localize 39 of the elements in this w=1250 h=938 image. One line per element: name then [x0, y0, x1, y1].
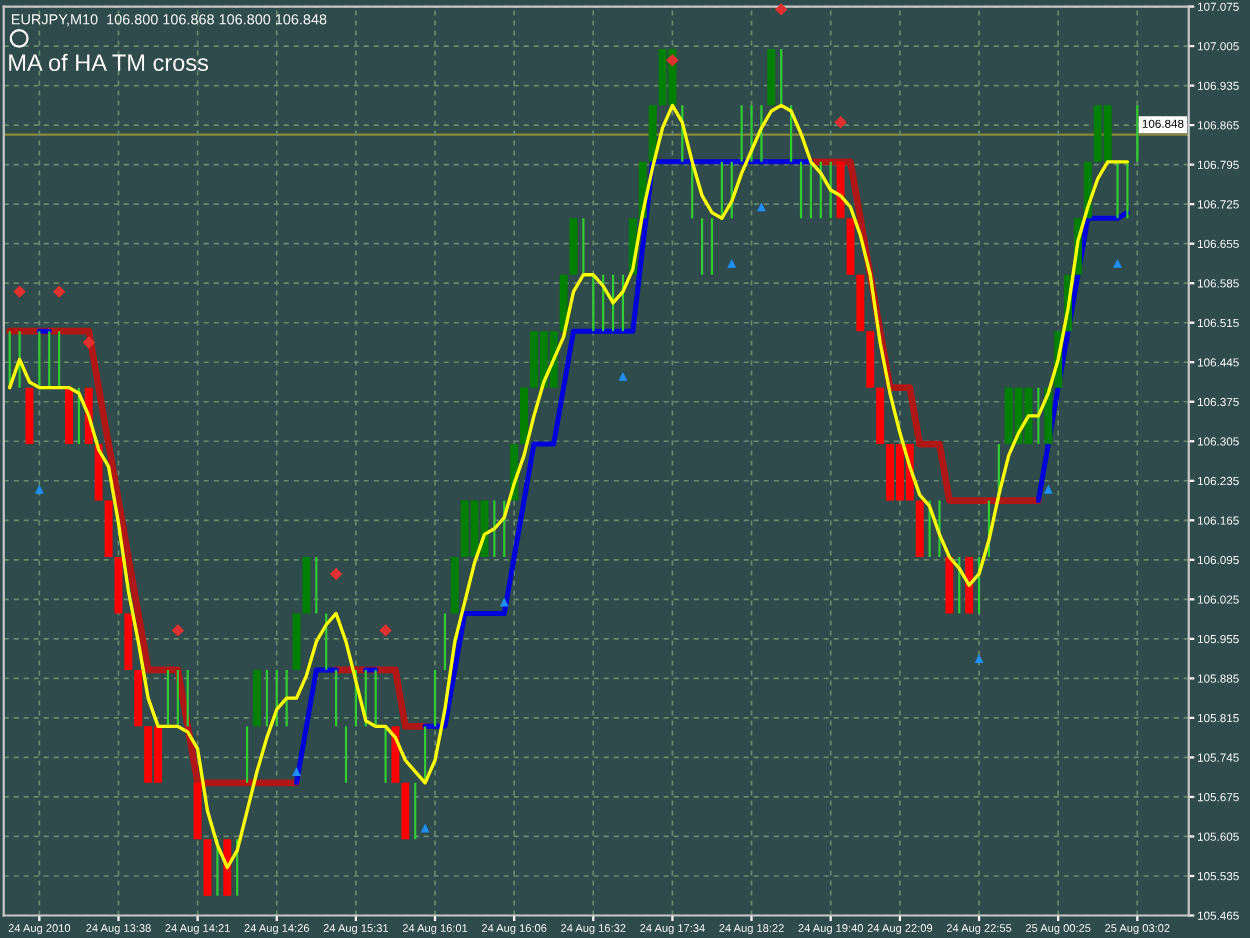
point [13, 285, 26, 298]
point [757, 202, 766, 212]
point [499, 597, 509, 607]
bar [302, 557, 311, 614]
bar [450, 557, 459, 614]
point [666, 53, 679, 67]
line-series [8, 103, 1130, 870]
bar [193, 782, 202, 840]
point [420, 823, 430, 833]
bar [124, 613, 133, 670]
bar [915, 500, 924, 557]
bar [866, 331, 875, 388]
bar [401, 782, 410, 840]
point [834, 116, 847, 129]
point [1113, 259, 1122, 268]
point [974, 654, 984, 664]
point [727, 259, 737, 268]
bar [253, 669, 261, 727]
point [618, 371, 628, 381]
text: MA of HA TM cross [9, 53, 209, 72]
point [329, 567, 343, 581]
point [379, 624, 392, 637]
bar [856, 274, 865, 332]
point [775, 3, 788, 16]
point [171, 624, 185, 637]
bar [520, 387, 528, 445]
bar [767, 48, 776, 106]
point [34, 484, 44, 494]
point [82, 336, 96, 349]
point [52, 285, 66, 298]
point [292, 767, 301, 776]
bar [836, 161, 845, 219]
bar [648, 105, 657, 162]
bar [104, 500, 113, 557]
bar [876, 387, 885, 445]
bar [945, 557, 954, 614]
point [1043, 484, 1053, 494]
bar [65, 387, 73, 445]
bar [134, 669, 143, 727]
